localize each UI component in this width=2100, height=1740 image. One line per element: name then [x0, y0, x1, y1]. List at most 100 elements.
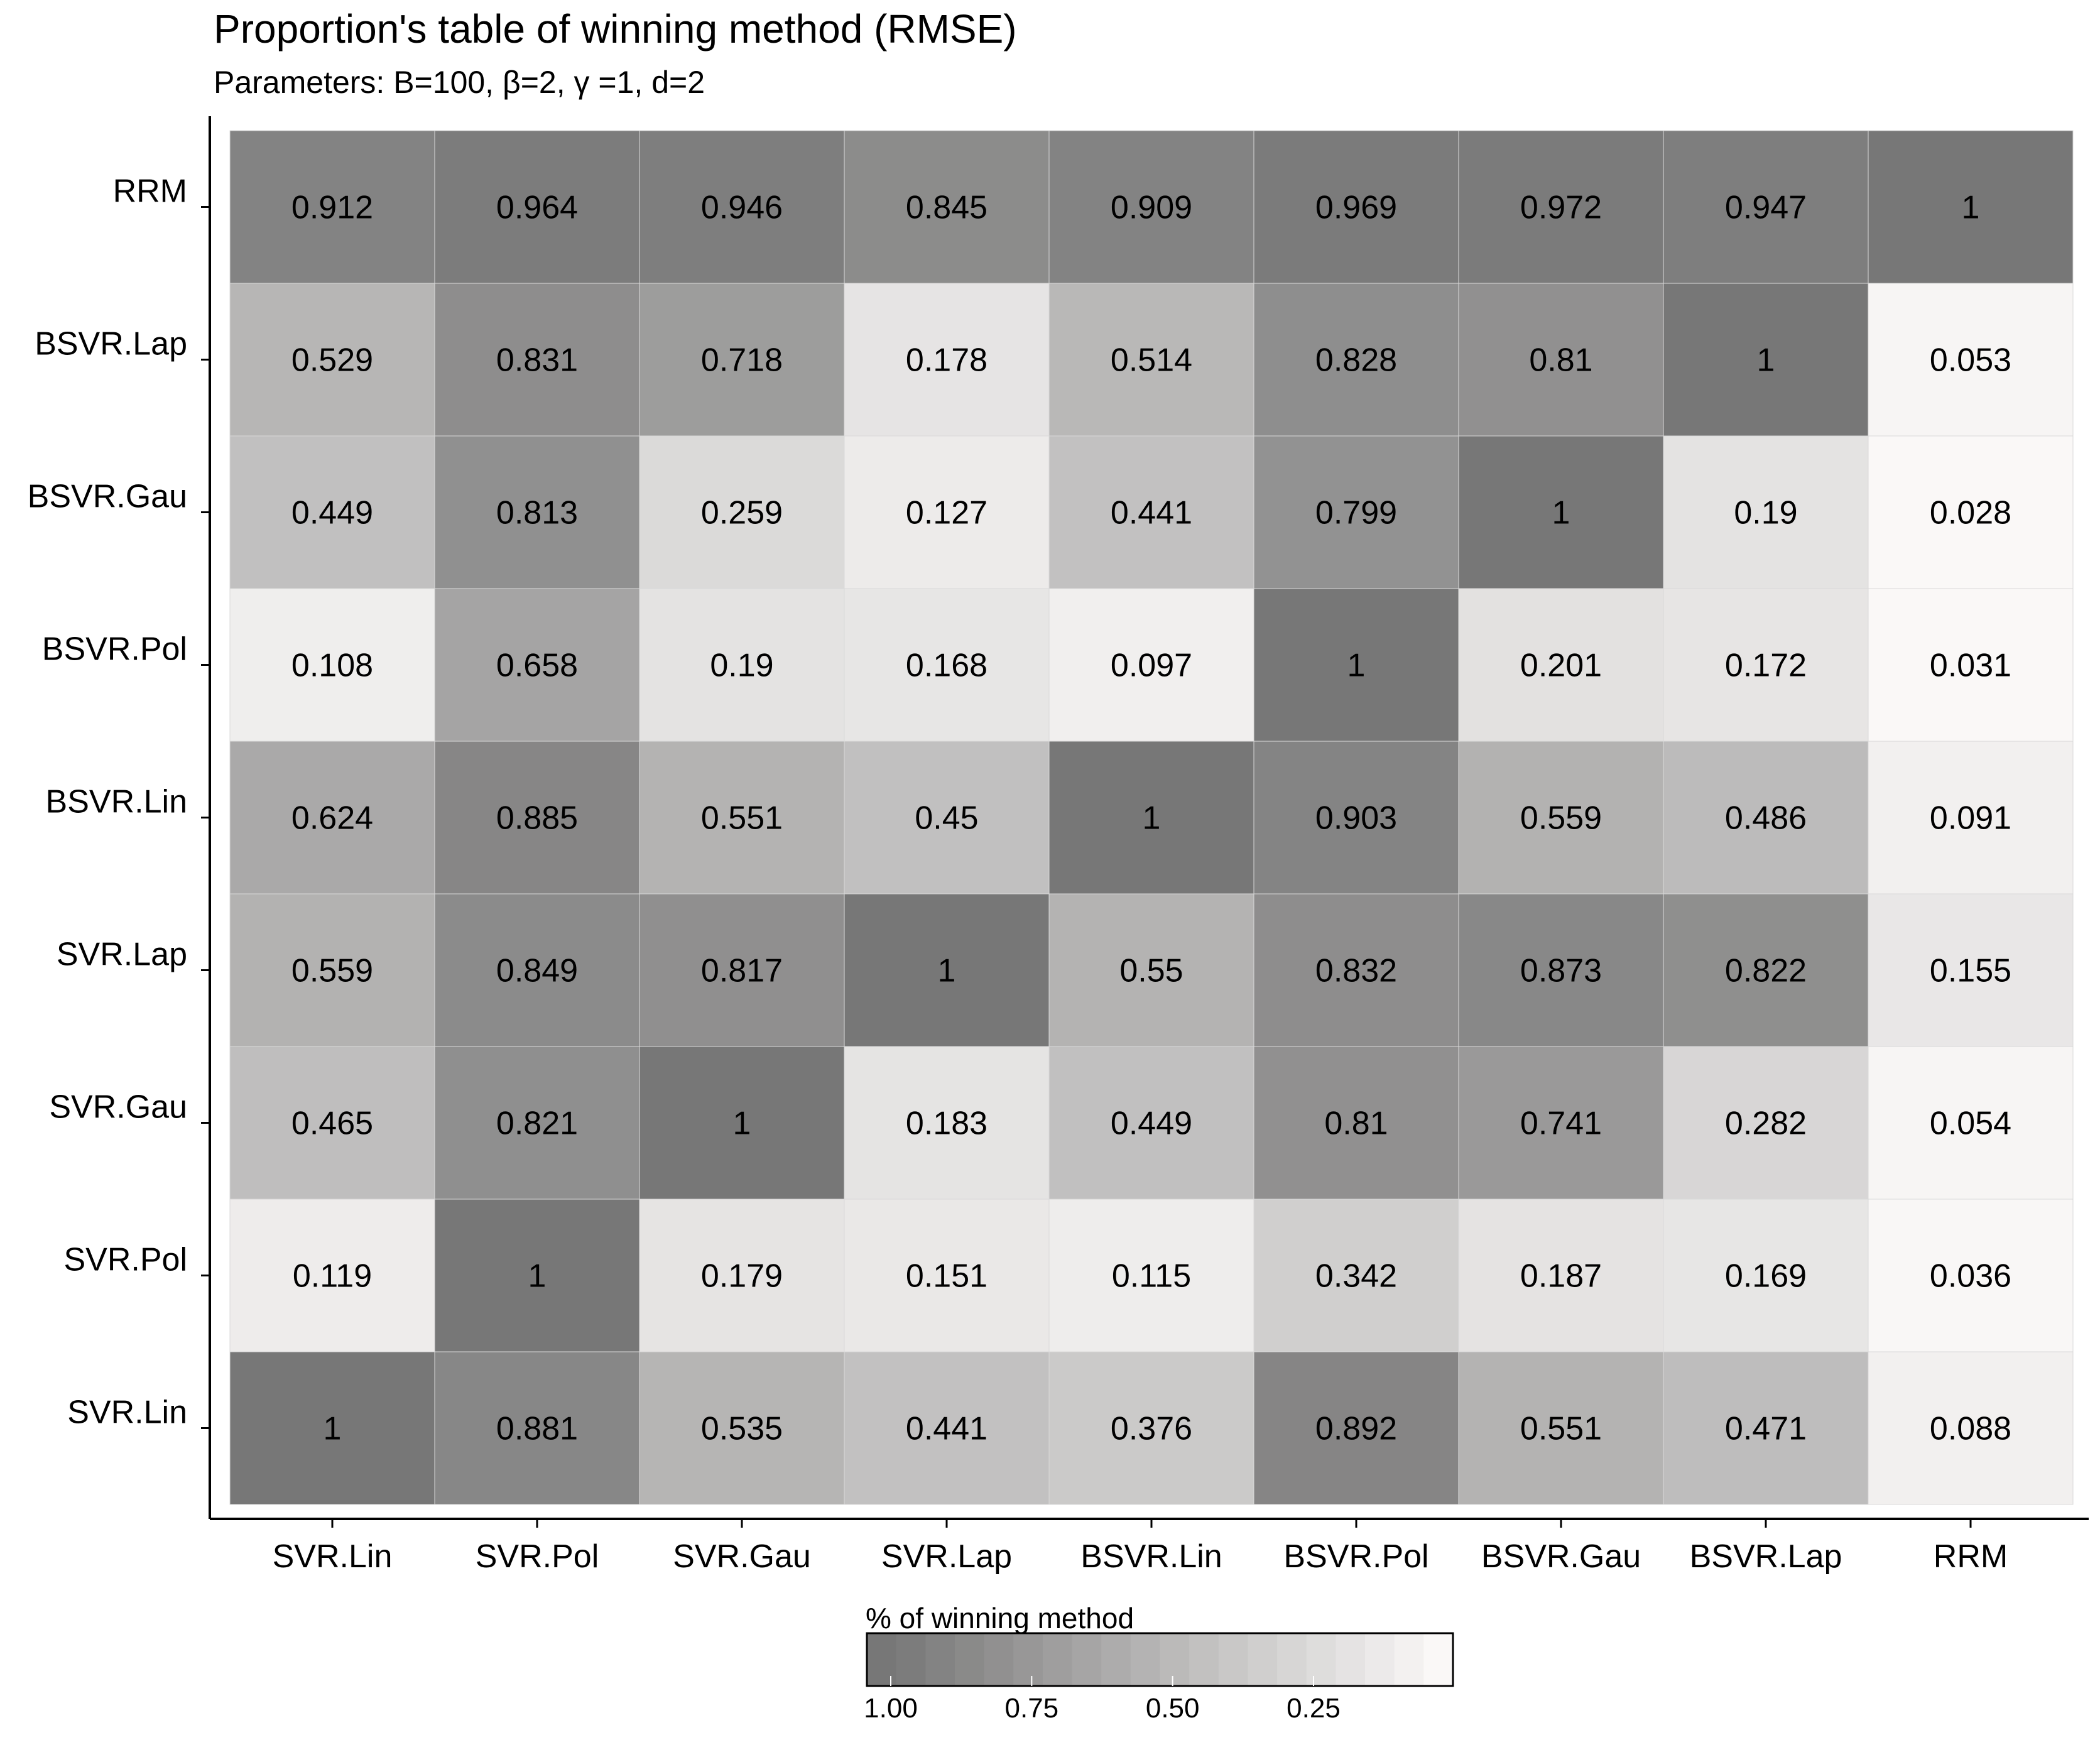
heatmap-cell — [1868, 893, 2074, 1047]
heatmap-cell — [1048, 1046, 1254, 1200]
cell-value-label: 0.947 — [1725, 190, 1807, 226]
cell-value-label: 0.45 — [915, 800, 978, 837]
cell-value-label: 0.55 — [1119, 953, 1183, 989]
heatmap-cell — [1663, 1199, 1869, 1352]
legend-color-step — [1042, 1633, 1073, 1686]
y-tick-label: RRM — [113, 173, 187, 210]
heatmap-cell — [1458, 741, 1664, 894]
legend-color-step — [1365, 1633, 1395, 1686]
legend-tick-label: 0.75 — [1005, 1693, 1059, 1724]
heatmap-cell — [229, 1046, 435, 1200]
cell-value-label: 1 — [1962, 190, 1980, 226]
cell-value-label: 1 — [1347, 648, 1366, 684]
heatmap-cell — [1458, 283, 1664, 437]
cell-value-label: 0.028 — [1930, 495, 2011, 531]
heatmap-cell — [1253, 130, 1459, 284]
cell-value-label: 0.097 — [1111, 648, 1192, 684]
heatmap-cell — [844, 893, 1050, 1047]
cell-value-label: 0.658 — [496, 648, 578, 684]
cell-value-label: 0.946 — [701, 190, 783, 226]
heatmap-cell — [229, 130, 435, 284]
heatmap-cell — [844, 588, 1050, 742]
heatmap-cell — [1663, 130, 1869, 284]
heatmap-cell — [1458, 1199, 1664, 1352]
cell-value-label: 0.551 — [1520, 1411, 1602, 1447]
cell-value-label: 0.031 — [1930, 648, 2011, 684]
legend-color-step — [896, 1633, 926, 1686]
legend-color-step — [1072, 1633, 1102, 1686]
heatmap-cell — [229, 283, 435, 437]
heatmap-cell — [1868, 588, 2074, 742]
y-tick-label: SVR.Pol — [63, 1242, 187, 1278]
legend-frame — [866, 1632, 1454, 1687]
heatmap-cell — [1048, 893, 1254, 1047]
cell-value-label: 0.845 — [906, 190, 987, 226]
heatmap-cell — [1868, 283, 2074, 437]
heatmap-cell — [639, 588, 845, 742]
heatmap-cell — [1048, 435, 1254, 589]
cell-value-label: 0.741 — [1520, 1106, 1602, 1142]
cell-value-label: 0.091 — [1930, 800, 2011, 837]
cell-value-label: 0.529 — [291, 342, 373, 379]
heatmap-cell — [639, 893, 845, 1047]
cell-value-label: 0.486 — [1725, 800, 1807, 837]
cell-value-label: 0.912 — [291, 190, 373, 226]
heatmap-cell — [1048, 1199, 1254, 1352]
cell-value-label: 0.376 — [1111, 1411, 1192, 1447]
heatmap-cell — [229, 435, 435, 589]
cell-value-label: 1 — [1552, 495, 1570, 531]
cell-value-label: 0.259 — [701, 495, 783, 531]
heatmap-cell — [1663, 893, 1869, 1047]
heatmap-cell — [1663, 741, 1869, 894]
heatmap-cells — [229, 130, 2074, 1505]
cell-value-label: 0.81 — [1324, 1106, 1388, 1142]
cell-value-label: 1 — [733, 1106, 751, 1142]
legend-color-step — [1130, 1633, 1161, 1686]
cell-value-label: 0.178 — [906, 342, 987, 379]
cell-value-label: 0.964 — [496, 190, 578, 226]
legend-title: % of winning method — [866, 1602, 1134, 1634]
cell-value-label: 0.441 — [906, 1411, 987, 1447]
heatmap-cell — [639, 1046, 845, 1200]
cell-value-label: 0.559 — [1520, 800, 1602, 837]
color-legend: % of winning method 1.00 0.75 0.50 0.25 — [864, 1602, 1454, 1724]
cell-value-label: 0.881 — [496, 1411, 578, 1447]
heatmap-cell — [1868, 1351, 2074, 1505]
heatmap-cell — [639, 130, 845, 284]
heatmap-cell — [1663, 1351, 1869, 1505]
legend-ticks: 1.00 0.75 0.50 0.25 — [864, 1676, 1341, 1724]
heatmap-cell — [1868, 1199, 2074, 1352]
heatmap-cell — [1253, 741, 1459, 894]
heatmap-cell — [1458, 588, 1664, 742]
legend-tick-label: 0.50 — [1146, 1693, 1200, 1724]
cell-value-label: 1 — [1143, 800, 1161, 837]
heatmap-cell — [434, 588, 640, 742]
cell-value-label: 0.885 — [496, 800, 578, 837]
x-tick-label: BSVR.Lin — [1080, 1538, 1222, 1575]
heatmap-cell — [1458, 435, 1664, 589]
cell-value-label: 0.832 — [1315, 953, 1397, 989]
cell-value-label: 0.282 — [1725, 1106, 1807, 1142]
heatmap-cell — [639, 283, 845, 437]
heatmap-cell — [1253, 893, 1459, 1047]
cell-value-label: 0.119 — [293, 1258, 372, 1295]
cell-value-label: 0.624 — [291, 800, 373, 837]
cell-value-label: 0.822 — [1725, 953, 1807, 989]
x-tick-label: SVR.Gau — [673, 1538, 811, 1575]
y-tick-label: SVR.Lap — [57, 937, 187, 973]
cell-value-label: 0.201 — [1520, 648, 1602, 684]
heatmap-cell-labels: 0.912 0.964 0.946 0.845 0.909 0.969 0.972 0.947… — [291, 190, 2011, 1447]
legend-color-step — [1306, 1633, 1336, 1686]
cell-value-label: 0.19 — [1734, 495, 1797, 531]
cell-value-label: 0.903 — [1315, 800, 1397, 837]
legend-color-step — [1336, 1633, 1366, 1686]
heatmap-cell — [229, 1351, 435, 1505]
cell-value-label: 0.169 — [1725, 1258, 1807, 1295]
heatmap-cell — [1253, 1351, 1459, 1505]
cell-value-label: 0.187 — [1520, 1258, 1602, 1295]
heatmap-cell — [1253, 1046, 1459, 1200]
legend-color-step — [867, 1633, 897, 1686]
legend-color-step — [1101, 1633, 1131, 1686]
cell-value-label: 0.799 — [1315, 495, 1397, 531]
